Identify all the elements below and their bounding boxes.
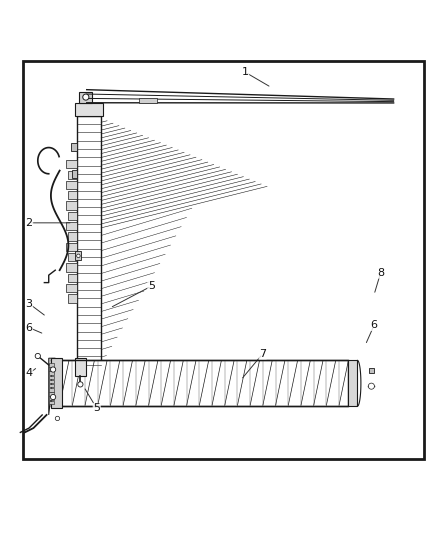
Text: 5: 5	[93, 403, 100, 414]
Bar	[66, 263, 77, 272]
Text: 2: 2	[25, 218, 33, 228]
Circle shape	[368, 383, 374, 389]
Text: 6: 6	[25, 322, 32, 333]
Bar	[348, 360, 357, 406]
Bar	[79, 92, 92, 103]
Bar	[49, 363, 54, 367]
Bar	[71, 143, 77, 151]
Bar	[66, 160, 77, 168]
Bar	[66, 243, 77, 251]
Circle shape	[83, 94, 89, 100]
Bar	[49, 392, 54, 395]
Circle shape	[35, 353, 40, 359]
Bar	[66, 222, 77, 230]
Bar	[49, 384, 54, 387]
Bar	[68, 212, 77, 220]
Circle shape	[50, 394, 56, 400]
Bar	[68, 273, 77, 282]
Bar	[68, 191, 77, 199]
Bar	[49, 367, 54, 371]
Polygon shape	[49, 358, 55, 415]
Bar	[68, 253, 77, 261]
Circle shape	[77, 254, 80, 257]
Circle shape	[78, 382, 83, 387]
Text: 7: 7	[259, 349, 266, 359]
Text: 3: 3	[25, 298, 32, 309]
Bar	[49, 372, 54, 375]
Text: 6: 6	[371, 320, 378, 330]
Circle shape	[50, 367, 56, 372]
Bar	[66, 284, 77, 292]
Bar	[51, 360, 348, 406]
Bar	[49, 400, 54, 404]
Text: 1: 1	[242, 67, 249, 77]
Bar	[369, 368, 374, 373]
Bar	[66, 181, 77, 189]
Bar	[75, 358, 86, 376]
Bar	[49, 397, 54, 400]
Text: 5: 5	[148, 281, 155, 291]
Bar	[49, 376, 54, 379]
Bar	[75, 103, 103, 116]
Circle shape	[55, 416, 60, 421]
Bar	[49, 388, 54, 392]
Bar	[49, 380, 54, 383]
Bar	[68, 294, 77, 303]
Bar	[77, 116, 101, 365]
Bar	[72, 170, 77, 178]
Bar	[68, 232, 77, 241]
Bar	[66, 201, 77, 209]
Bar	[68, 171, 77, 179]
Text: 8: 8	[377, 268, 384, 278]
Bar	[75, 252, 81, 260]
Bar	[51, 358, 62, 408]
Text: 4: 4	[25, 368, 33, 378]
Bar	[139, 98, 156, 103]
